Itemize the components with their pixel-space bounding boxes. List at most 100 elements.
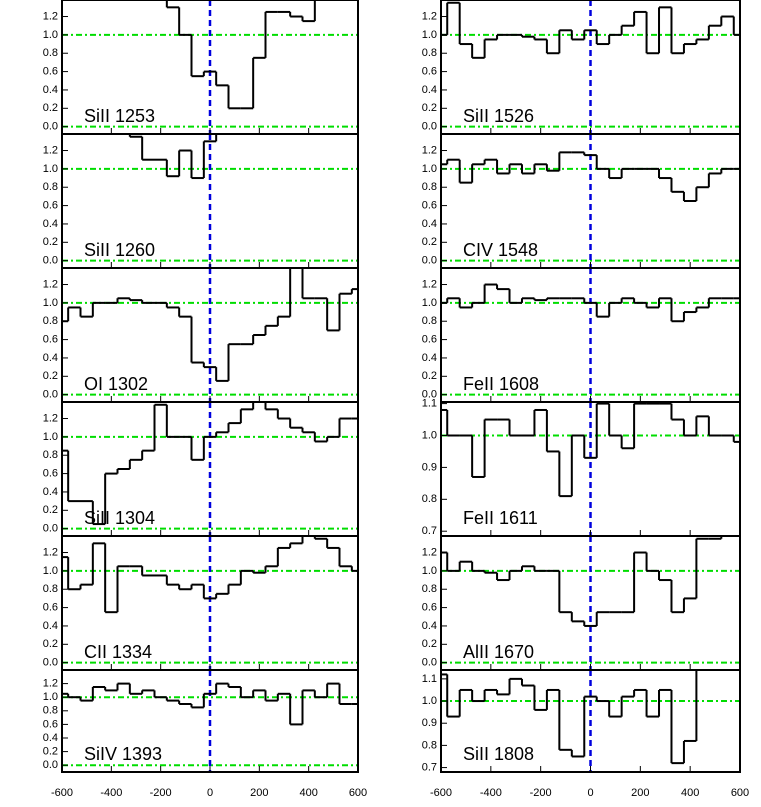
y-tick-label: 0.2 xyxy=(422,370,437,382)
panel-label: SiII 1304 xyxy=(84,508,155,528)
y-tick-label: 0.2 xyxy=(422,236,437,248)
y-tick-label: 0.8 xyxy=(422,583,437,595)
y-tick-label: 0.8 xyxy=(43,449,58,461)
y-tick-label: 0.8 xyxy=(422,181,437,193)
y-tick-label: 1.0 xyxy=(422,565,437,577)
panel xyxy=(441,402,740,536)
y-tick-label: 0.7 xyxy=(422,525,437,537)
y-tick-label: 0.4 xyxy=(422,620,437,632)
y-tick-label: 0.4 xyxy=(422,352,437,364)
y-tick-label: 0.6 xyxy=(422,601,437,613)
y-tick-label: 0.0 xyxy=(43,121,58,133)
y-tick-label: 0.2 xyxy=(43,102,58,114)
step-connector xyxy=(446,403,735,497)
panel xyxy=(62,0,358,134)
x-tick-label: 600 xyxy=(731,787,749,799)
y-tick-label: 0.4 xyxy=(43,486,58,498)
x-tick-label: 600 xyxy=(349,787,367,799)
step-connector xyxy=(165,0,316,109)
panel xyxy=(62,134,358,268)
y-tick-label: 0.0 xyxy=(43,657,58,669)
y-tick-label: 0.7 xyxy=(422,761,437,773)
x-tick-label: 200 xyxy=(250,787,268,799)
panel xyxy=(441,670,740,772)
y-tick-label: 1.0 xyxy=(422,163,437,175)
y-tick-label: 1.1 xyxy=(422,673,437,685)
x-tick-label: 400 xyxy=(681,787,699,799)
panel xyxy=(441,0,740,134)
panel xyxy=(441,268,740,402)
panel-label: SiII 1260 xyxy=(84,240,155,260)
y-tick-label: 1.1 xyxy=(422,398,437,410)
y-tick-label: 0.6 xyxy=(422,333,437,345)
y-tick-label: 0.8 xyxy=(422,47,437,59)
panel xyxy=(62,268,358,402)
x-tick-label: -200 xyxy=(150,787,172,799)
x-tick-label: 400 xyxy=(299,787,317,799)
y-tick-label: 1.2 xyxy=(43,678,58,690)
y-tick-label: 1.2 xyxy=(422,278,437,290)
y-tick-label: 0.6 xyxy=(422,199,437,211)
y-tick-label: 0.2 xyxy=(43,746,58,758)
y-tick-label: 0.2 xyxy=(422,102,437,114)
y-tick-label: 1.2 xyxy=(43,144,58,156)
y-tick-label: 0.2 xyxy=(43,638,58,650)
y-tick-label: 0.6 xyxy=(43,65,58,77)
y-tick-label: 1.0 xyxy=(422,695,437,707)
y-tick-label: 0.8 xyxy=(43,315,58,327)
y-tick-label: 0.0 xyxy=(422,255,437,267)
y-tick-label: 0.8 xyxy=(43,583,58,595)
y-tick-label: 0.9 xyxy=(422,461,437,473)
y-tick-label: 0.4 xyxy=(43,84,58,96)
panel-label: SiIV 1393 xyxy=(84,744,162,764)
y-tick-label: 0.2 xyxy=(43,504,58,516)
x-tick-label: -600 xyxy=(51,787,73,799)
y-tick-label: 1.2 xyxy=(43,546,58,558)
x-tick-label: 0 xyxy=(587,787,593,799)
y-tick-label: 0.0 xyxy=(43,523,58,535)
y-tick-label: 0.8 xyxy=(422,739,437,751)
y-tick-label: 1.0 xyxy=(43,163,58,175)
panel xyxy=(62,670,358,772)
y-tick-label: 0.6 xyxy=(43,467,58,479)
panel-label: CIV 1548 xyxy=(463,240,538,260)
y-tick-label: 0.8 xyxy=(422,315,437,327)
y-tick-label: 1.0 xyxy=(43,297,58,309)
y-tick-label: 0.8 xyxy=(43,181,58,193)
panel xyxy=(441,536,740,670)
panel-label: CII 1334 xyxy=(84,642,152,662)
step-connector xyxy=(446,670,698,764)
y-tick-label: 1.2 xyxy=(43,412,58,424)
y-tick-label: 0.0 xyxy=(422,121,437,133)
y-tick-label: 0.0 xyxy=(422,657,437,669)
step-connector xyxy=(128,134,218,179)
y-tick-label: 0.2 xyxy=(43,370,58,382)
panel xyxy=(62,402,358,536)
y-tick-label: 0.0 xyxy=(43,389,58,401)
y-tick-label: 1.2 xyxy=(422,546,437,558)
x-tick-label: 200 xyxy=(631,787,649,799)
y-tick-label: 0.4 xyxy=(422,84,437,96)
y-tick-label: 0.8 xyxy=(43,47,58,59)
y-tick-label: 0.0 xyxy=(422,389,437,401)
panel-label: AlII 1670 xyxy=(463,642,534,662)
y-tick-label: 0.8 xyxy=(43,705,58,717)
y-tick-label: 1.0 xyxy=(422,29,437,41)
panel xyxy=(441,134,740,268)
x-tick-label: -400 xyxy=(480,787,502,799)
y-tick-label: 1.0 xyxy=(43,29,58,41)
x-tick-label: -200 xyxy=(530,787,552,799)
y-tick-label: 1.2 xyxy=(43,278,58,290)
y-tick-label: 0.2 xyxy=(43,236,58,248)
y-tick-label: 1.2 xyxy=(43,10,58,22)
panel-label: SiII 1526 xyxy=(463,106,534,126)
step-connector xyxy=(67,268,353,381)
y-tick-label: 0.4 xyxy=(43,218,58,230)
y-tick-label: 0.2 xyxy=(422,638,437,650)
panel-label: FeII 1608 xyxy=(463,374,539,394)
y-tick-label: 1.2 xyxy=(422,10,437,22)
y-tick-label: 0.6 xyxy=(422,65,437,77)
y-tick-label: 1.0 xyxy=(43,691,58,703)
y-tick-label: 1.2 xyxy=(422,144,437,156)
